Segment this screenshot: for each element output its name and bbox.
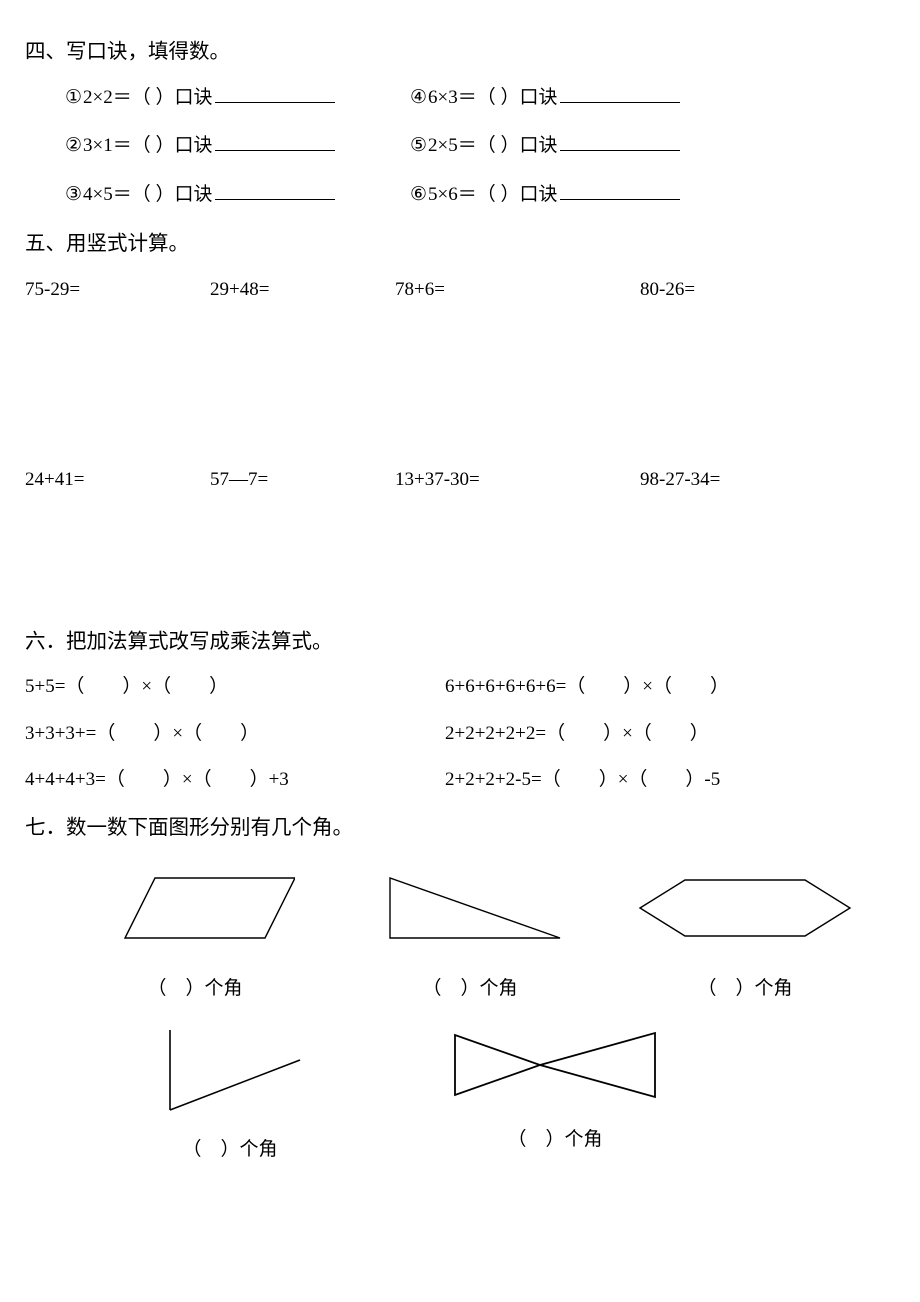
s4-item-4: ④ 6×3＝（ ）口诀 <box>410 83 680 113</box>
section-7-heading: 七．数一数下面图形分别有几个角。 <box>25 812 895 845</box>
rewrite-problem: 6+6+6+6+6+6=（ ）×（ ） <box>445 672 729 702</box>
section-6: 六．把加法算式改写成乘法算式。 5+5=（ ）×（ ） 6+6+6+6+6+6=… <box>25 626 895 796</box>
s5-row-1: 75-29= 29+48= 78+6= 80-26= <box>25 275 895 305</box>
calc-problem: 80-26= <box>640 275 695 305</box>
equation-text: 4×5＝（ ）口诀 <box>83 180 212 210</box>
rewrite-problem: 2+2+2+2+2=（ ）×（ ） <box>445 719 709 749</box>
triangle-icon <box>370 868 570 948</box>
s4-row-2: ② 3×1＝（ ）口诀 ⑤ 2×5＝（ ）口诀 <box>25 131 895 161</box>
angle-count-caption: （ ）个角 <box>507 1125 602 1155</box>
blank-line[interactable] <box>215 180 335 200</box>
shape-parallelogram: （ ）个角 <box>55 868 335 1004</box>
s4-row-3: ③ 4×5＝（ ）口诀 ⑥ 5×6＝（ ）口诀 <box>25 180 895 210</box>
blank-line[interactable] <box>215 131 335 151</box>
s5-row-2: 24+41= 57—7= 13+37-30= 98-27-34= <box>25 465 895 495</box>
calc-problem: 29+48= <box>210 275 395 305</box>
circled-number: ⑥ <box>410 180 427 210</box>
hexagon-icon <box>630 868 860 948</box>
circled-number: ④ <box>410 83 427 113</box>
circled-number: ③ <box>65 180 82 210</box>
equation-text: 3×1＝（ ）口诀 <box>83 131 212 161</box>
s6-row-3: 4+4+4+3=（ ）×（ ）+3 2+2+2+2-5=（ ）×（ ）-5 <box>25 765 895 795</box>
angle-count-caption: （ ）个角 <box>182 1135 277 1165</box>
blank-line[interactable] <box>215 83 335 103</box>
shapes-row-1: （ ）个角 （ ）个角 （ ）个角 <box>25 868 895 1004</box>
equation-text: 2×5＝（ ）口诀 <box>428 131 557 161</box>
rewrite-problem: 4+4+4+3=（ ）×（ ）+3 <box>25 765 445 795</box>
calc-problem: 13+37-30= <box>395 465 640 495</box>
circled-number: ⑤ <box>410 131 427 161</box>
angle-count-caption: （ ）个角 <box>422 974 517 1004</box>
equation-text: 6×3＝（ ）口诀 <box>428 83 557 113</box>
shape-right-triangle: （ ）个角 <box>335 868 605 1004</box>
shape-bowtie: （ ）个角 <box>405 1025 705 1165</box>
angle-count-caption: （ ）个角 <box>147 974 242 1004</box>
equation-text: 2×2＝（ ）口诀 <box>83 83 212 113</box>
circled-number: ② <box>65 131 82 161</box>
section-6-heading: 六．把加法算式改写成乘法算式。 <box>25 626 895 659</box>
shape-open-angle: （ ）个角 <box>55 1025 405 1165</box>
rewrite-problem: 5+5=（ ）×（ ） <box>25 672 445 702</box>
blank-line[interactable] <box>560 180 680 200</box>
s4-item-5: ⑤ 2×5＝（ ）口诀 <box>410 131 680 161</box>
angle-count-caption: （ ）个角 <box>697 974 792 1004</box>
shape-hexagon: （ ）个角 <box>605 868 885 1004</box>
blank-line[interactable] <box>560 131 680 151</box>
section-7: 七．数一数下面图形分别有几个角。 （ ）个角 （ ）个角 （ ）个角 <box>25 812 895 1166</box>
section-4: 四、写口诀，填得数。 ① 2×2＝（ ）口诀 ④ 6×3＝（ ）口诀 ② 3×1… <box>25 36 895 210</box>
rewrite-problem: 2+2+2+2-5=（ ）×（ ）-5 <box>445 765 720 795</box>
calc-problem: 75-29= <box>25 275 210 305</box>
angle-icon <box>150 1025 310 1115</box>
s4-item-2: ② 3×1＝（ ）口诀 <box>65 131 410 161</box>
section-5-heading: 五、用竖式计算。 <box>25 228 895 261</box>
section-4-heading: 四、写口诀，填得数。 <box>25 36 895 69</box>
s4-row-1: ① 2×2＝（ ）口诀 ④ 6×3＝（ ）口诀 <box>25 83 895 113</box>
s6-row-2: 3+3+3+=（ ）×（ ） 2+2+2+2+2=（ ）×（ ） <box>25 719 895 749</box>
shapes-row-2: （ ）个角 （ ）个角 <box>25 1025 895 1165</box>
equation-text: 5×6＝（ ）口诀 <box>428 180 557 210</box>
calc-problem: 57—7= <box>210 465 395 495</box>
s6-row-1: 5+5=（ ）×（ ） 6+6+6+6+6+6=（ ）×（ ） <box>25 672 895 702</box>
rewrite-problem: 3+3+3+=（ ）×（ ） <box>25 719 445 749</box>
calc-problem: 78+6= <box>395 275 640 305</box>
calc-problem: 24+41= <box>25 465 210 495</box>
blank-line[interactable] <box>560 83 680 103</box>
parallelogram-icon <box>95 868 295 948</box>
circled-number: ① <box>65 83 82 113</box>
section-5: 五、用竖式计算。 75-29= 29+48= 78+6= 80-26= 24+4… <box>25 228 895 496</box>
calc-problem: 98-27-34= <box>640 465 720 495</box>
bowtie-icon <box>445 1025 665 1105</box>
s4-item-1: ① 2×2＝（ ）口诀 <box>65 83 410 113</box>
s4-item-6: ⑥ 5×6＝（ ）口诀 <box>410 180 680 210</box>
s4-item-3: ③ 4×5＝（ ）口诀 <box>65 180 410 210</box>
